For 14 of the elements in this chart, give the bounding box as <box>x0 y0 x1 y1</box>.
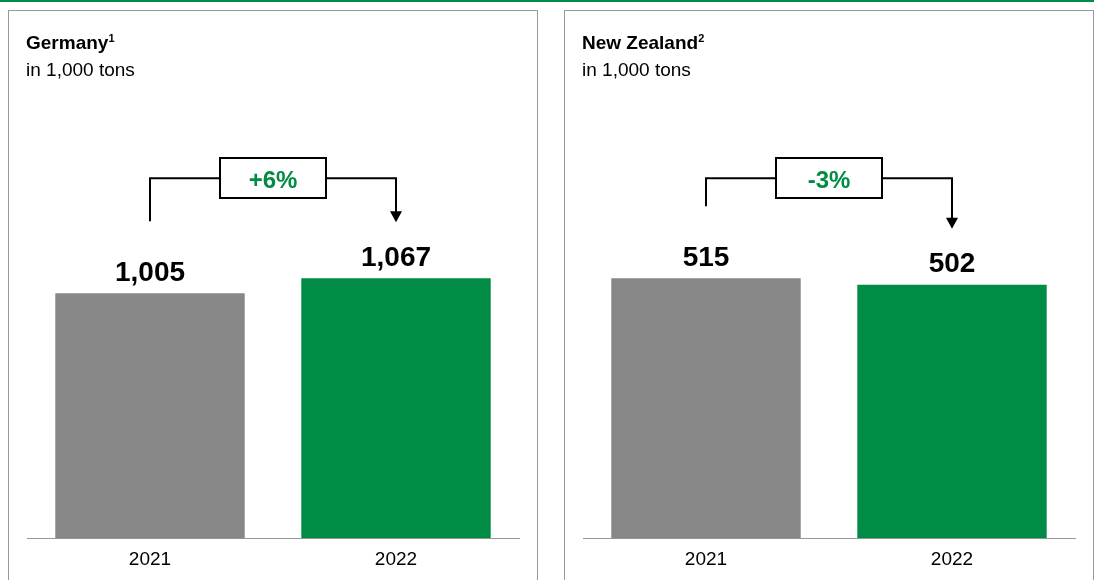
data-label: 502 <box>928 247 976 279</box>
chart-title: New Zealand$^{2}$ <box>582 32 705 55</box>
data-label: 1,067 <box>360 240 432 272</box>
text: +6% <box>219 157 327 200</box>
chart-subtitle: in 1,000 tons <box>26 59 135 81</box>
x-tick-label: 2022 <box>930 547 974 569</box>
data-label: 1,005 <box>114 256 186 288</box>
x-tick-label: 2021 <box>128 547 172 569</box>
text: -3% <box>775 157 883 200</box>
x-tick-label: 2021 <box>684 547 728 569</box>
chart-title: Germany$^{1}$ <box>26 32 115 55</box>
data-label: 515 <box>682 240 730 272</box>
x-tick-label: 2022 <box>374 547 418 569</box>
chart-subtitle: in 1,000 tons <box>582 59 691 81</box>
